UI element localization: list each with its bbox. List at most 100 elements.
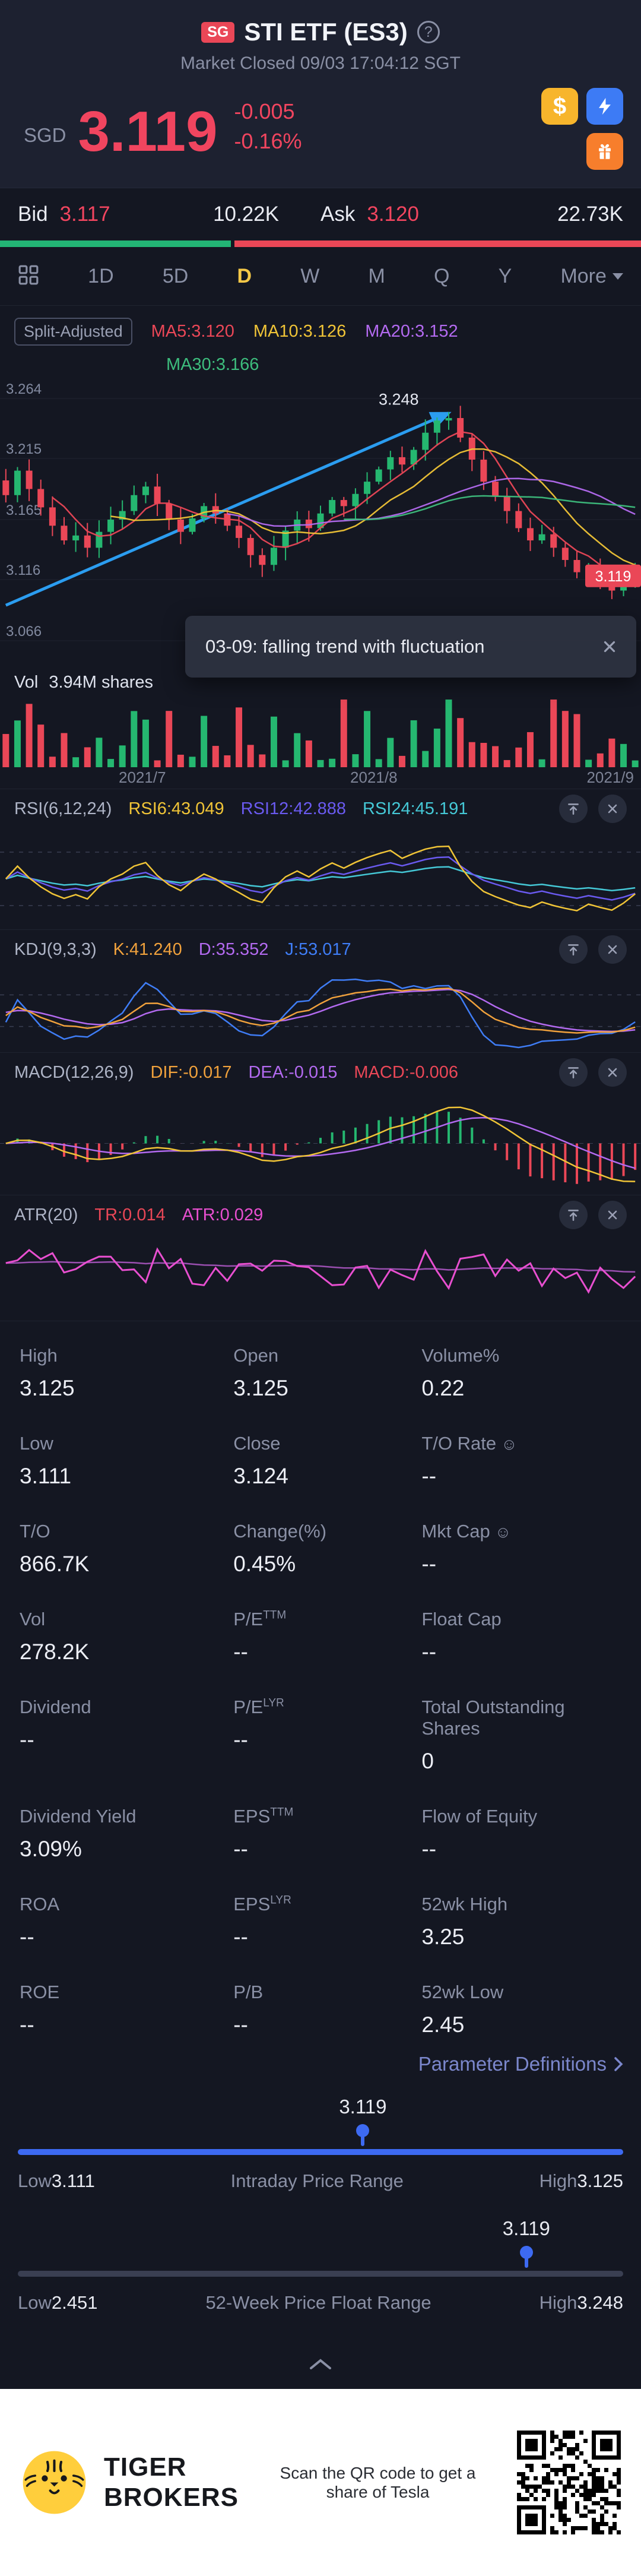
macd-chart[interactable] <box>0 1092 641 1195</box>
chart-type-grid-icon[interactable] <box>18 264 39 289</box>
title-row: SG STI ETF (ES3) ? <box>0 18 641 46</box>
page-title: STI ETF (ES3) <box>244 18 408 46</box>
stat-dividend: Dividend -- <box>20 1697 91 1752</box>
tab-q[interactable]: Q <box>433 264 450 287</box>
tiger-logo-icon <box>23 2451 86 2514</box>
close-indicator-button[interactable] <box>598 1058 627 1087</box>
last-price: 3.119 <box>78 99 218 163</box>
stats-grid: High 3.125 Open 3.125 Volume% 0.22 Low 3.111 Clo… <box>20 1345 624 2037</box>
macd-name[interactable]: MACD(12,26,9) <box>14 1062 134 1082</box>
pattern-toast: 03-09: falling trend with fluctuation <box>185 616 636 678</box>
tab-m[interactable]: M <box>368 264 385 287</box>
toast-text: 03-09: falling trend with fluctuation <box>205 636 485 657</box>
intraday-low: Low3.111 <box>18 2170 95 2191</box>
bid-ratio-segment <box>0 240 231 247</box>
macd-dif-value: DIF:-0.017 <box>150 1062 232 1082</box>
price-change-pct: -0.16% <box>234 129 302 153</box>
more-periods-button[interactable]: More <box>560 265 623 288</box>
volume-chart[interactable] <box>0 696 641 767</box>
promo-dollar-icon[interactable]: $ <box>541 88 578 125</box>
x-label-september: 2021/9 <box>586 768 634 786</box>
intraday-range-title: Intraday Price Range <box>230 2170 404 2191</box>
stat-total-outstanding-shares: Total Outstanding Shares 0 <box>421 1697 565 1773</box>
ma20-value: MA20:3.152 <box>365 322 458 341</box>
stat-eps: EPSLYR -- <box>233 1894 291 1949</box>
move-indicator-top-button[interactable] <box>559 1201 588 1229</box>
stat-vol: Vol 278.2K <box>20 1609 90 1664</box>
volume-row: Vol 3.94M shares <box>0 667 641 696</box>
week52-range-slider: 3.119 Low2.451 52-Week Price Float Range… <box>0 2217 641 2339</box>
stat-high: High 3.125 <box>20 1345 75 1400</box>
close-indicator-button[interactable] <box>598 935 627 964</box>
intraday-range-slider: 3.119 Low3.111 Intraday Price Range High… <box>0 2096 641 2217</box>
tab-y[interactable]: Y <box>498 264 512 287</box>
market-status: Market Closed 09/03 17:04:12 SGT <box>180 53 461 73</box>
tab-5d[interactable]: 5D <box>162 264 189 287</box>
kdj-name[interactable]: KDJ(9,3,3) <box>14 939 97 959</box>
stat-close: Close 3.124 <box>233 1433 288 1488</box>
kdj-k-value: K:41.240 <box>113 939 182 959</box>
price-change-block: -0.005 -0.16% <box>234 99 302 154</box>
stat-52wk-low: 52wk Low 2.45 <box>421 1982 504 2037</box>
tab-1d[interactable]: 1D <box>88 264 114 287</box>
ask-ratio-segment <box>234 240 641 247</box>
ma30-value: MA30:3.166 <box>166 355 259 374</box>
promo-gift-icon[interactable] <box>586 133 623 170</box>
atr-name[interactable]: ATR(20) <box>14 1205 78 1224</box>
bid-ask-ratio-bar <box>0 240 641 247</box>
quote-section: SGD 3.119 -0.005 -0.16% $ <box>0 74 641 188</box>
kdj-chart[interactable] <box>0 969 641 1052</box>
price-block: SGD 3.119 -0.005 -0.16% <box>24 99 302 163</box>
close-indicator-button[interactable] <box>598 795 627 823</box>
kdj-d-value: D:35.352 <box>198 939 269 959</box>
intraday-high: High3.125 <box>539 2170 623 2191</box>
intraday-current-price: 3.119 <box>339 2096 387 2118</box>
chart-area: 3.264 3.215 3.165 3.116 3.066 3.248 3.119 Vol … <box>0 381 641 789</box>
svg-text:3.248: 3.248 <box>379 391 419 409</box>
rsi12-value: RSI12:42.888 <box>240 799 347 818</box>
parameter-definitions-link[interactable]: Parameter Definitions <box>0 2047 641 2096</box>
rsi6-value: RSI6:43.049 <box>128 799 224 818</box>
help-icon[interactable]: ? <box>417 21 440 43</box>
info-icon[interactable]: ☺ <box>501 1435 518 1453</box>
bid-ask-section: Bid 3.117 10.22K Ask 3.120 22.73K <box>0 188 641 247</box>
move-indicator-top-button[interactable] <box>559 795 588 823</box>
week52-range-title: 52-Week Price Float Range <box>205 2292 431 2313</box>
ask-price: 3.120 <box>367 202 419 226</box>
week52-current-price: 3.119 <box>502 2217 550 2239</box>
header: SG STI ETF (ES3) ? Market Closed 09/03 1… <box>0 0 641 74</box>
week52-high: High3.248 <box>539 2292 623 2313</box>
svg-text:3.116: 3.116 <box>6 562 40 578</box>
rsi-chart[interactable] <box>0 828 641 929</box>
kdj-j-value: J:53.017 <box>285 939 351 959</box>
atr-chart[interactable] <box>0 1235 641 1321</box>
promo-lightning-icon[interactable] <box>586 88 623 125</box>
intraday-price-marker[interactable] <box>356 2124 370 2137</box>
macd-hist-value: MACD:-0.006 <box>354 1062 459 1082</box>
bid-label: Bid <box>18 202 48 226</box>
rsi-name[interactable]: RSI(6,12,24) <box>14 799 112 818</box>
tab-d[interactable]: D <box>237 264 252 287</box>
close-indicator-button[interactable] <box>598 1201 627 1229</box>
info-icon[interactable]: ☺ <box>494 1523 512 1541</box>
bid-size: 10.22K <box>213 202 279 226</box>
x-label-july: 2021/7 <box>119 768 166 786</box>
exchange-badge: SG <box>201 21 235 43</box>
chevron-right-icon <box>614 2057 623 2071</box>
week52-price-marker[interactable] <box>519 2246 533 2259</box>
svg-text:3.165: 3.165 <box>6 502 42 518</box>
stat-volume-: Volume% 0.22 <box>421 1345 500 1400</box>
move-indicator-top-button[interactable] <box>559 935 588 964</box>
ma10-value: MA10:3.126 <box>253 322 347 341</box>
tab-w[interactable]: W <box>300 264 320 287</box>
split-adjusted-button[interactable]: Split-Adjusted <box>14 318 132 346</box>
week52-track <box>18 2271 623 2277</box>
macd-panel: MACD(12,26,9) DIF:-0.017 DEA:-0.015 MACD… <box>0 1052 641 1195</box>
collapse-panel-button[interactable] <box>0 2339 641 2389</box>
candlestick-chart[interactable]: 3.264 3.215 3.165 3.116 3.066 3.248 3.119 <box>0 381 641 667</box>
toast-close-icon[interactable] <box>601 638 618 656</box>
bid-block: Bid 3.117 10.22K <box>18 202 320 226</box>
stat-eps: EPSTTM -- <box>233 1806 294 1861</box>
stat-t-o-rate: T/O Rate ☺ -- <box>421 1433 518 1488</box>
move-indicator-top-button[interactable] <box>559 1058 588 1087</box>
